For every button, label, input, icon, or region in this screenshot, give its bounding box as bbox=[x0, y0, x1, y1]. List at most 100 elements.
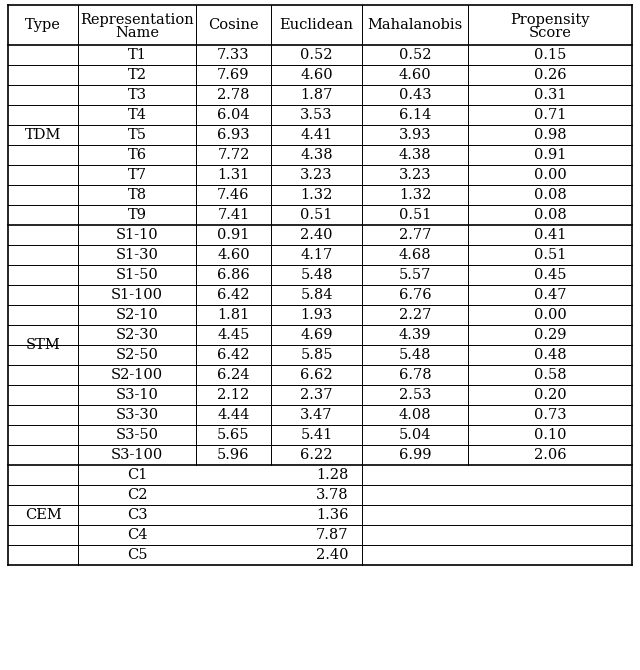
Text: 7.41: 7.41 bbox=[218, 208, 250, 222]
Text: 0.48: 0.48 bbox=[534, 348, 566, 362]
Text: 4.60: 4.60 bbox=[217, 248, 250, 262]
Text: 5.84: 5.84 bbox=[300, 288, 333, 302]
Text: 6.22: 6.22 bbox=[300, 448, 333, 462]
Text: S3-100: S3-100 bbox=[111, 448, 163, 462]
Text: T8: T8 bbox=[127, 188, 147, 202]
Text: Propensity: Propensity bbox=[510, 13, 589, 27]
Text: C4: C4 bbox=[127, 528, 147, 542]
Text: 1.28: 1.28 bbox=[316, 468, 348, 482]
Text: 6.42: 6.42 bbox=[217, 288, 250, 302]
Text: 1.32: 1.32 bbox=[300, 188, 333, 202]
Text: 4.17: 4.17 bbox=[300, 248, 333, 262]
Text: 3.93: 3.93 bbox=[399, 128, 431, 142]
Text: Mahalanobis: Mahalanobis bbox=[367, 18, 463, 32]
Text: 1.93: 1.93 bbox=[300, 308, 333, 322]
Text: 0.20: 0.20 bbox=[534, 388, 566, 402]
Text: 5.96: 5.96 bbox=[217, 448, 250, 462]
Text: 3.78: 3.78 bbox=[316, 488, 348, 502]
Text: 1.81: 1.81 bbox=[218, 308, 250, 322]
Text: 7.87: 7.87 bbox=[316, 528, 348, 542]
Text: Name: Name bbox=[115, 26, 159, 40]
Text: S3-10: S3-10 bbox=[116, 388, 159, 402]
Text: 0.58: 0.58 bbox=[534, 368, 566, 382]
Text: Type: Type bbox=[25, 18, 61, 32]
Text: 0.00: 0.00 bbox=[534, 168, 566, 182]
Text: 4.44: 4.44 bbox=[218, 408, 250, 422]
Text: 5.48: 5.48 bbox=[399, 348, 431, 362]
Text: T4: T4 bbox=[127, 108, 147, 122]
Text: S2-50: S2-50 bbox=[116, 348, 159, 362]
Text: 7.72: 7.72 bbox=[218, 148, 250, 162]
Text: 0.43: 0.43 bbox=[399, 88, 431, 102]
Text: 3.23: 3.23 bbox=[300, 168, 333, 182]
Text: 0.51: 0.51 bbox=[300, 208, 333, 222]
Text: C1: C1 bbox=[127, 468, 147, 482]
Text: 0.45: 0.45 bbox=[534, 268, 566, 282]
Text: 7.33: 7.33 bbox=[217, 48, 250, 62]
Text: C2: C2 bbox=[127, 488, 147, 502]
Text: 5.85: 5.85 bbox=[300, 348, 333, 362]
Text: 5.04: 5.04 bbox=[399, 428, 431, 442]
Text: 0.52: 0.52 bbox=[300, 48, 333, 62]
Text: 4.60: 4.60 bbox=[399, 68, 431, 82]
Text: 2.78: 2.78 bbox=[217, 88, 250, 102]
Text: C5: C5 bbox=[127, 548, 147, 562]
Text: 4.38: 4.38 bbox=[300, 148, 333, 162]
Text: T6: T6 bbox=[127, 148, 147, 162]
Text: T7: T7 bbox=[127, 168, 147, 182]
Text: 0.91: 0.91 bbox=[218, 228, 250, 242]
Text: 3.23: 3.23 bbox=[399, 168, 431, 182]
Text: 1.87: 1.87 bbox=[300, 88, 333, 102]
Text: 5.41: 5.41 bbox=[300, 428, 333, 442]
Text: 0.47: 0.47 bbox=[534, 288, 566, 302]
Text: S1-10: S1-10 bbox=[116, 228, 158, 242]
Text: 6.78: 6.78 bbox=[399, 368, 431, 382]
Text: 0.08: 0.08 bbox=[534, 188, 566, 202]
Text: 4.08: 4.08 bbox=[399, 408, 431, 422]
Text: 2.06: 2.06 bbox=[534, 448, 566, 462]
Text: 0.51: 0.51 bbox=[399, 208, 431, 222]
Text: 0.98: 0.98 bbox=[534, 128, 566, 142]
Text: 4.69: 4.69 bbox=[300, 328, 333, 342]
Text: 0.00: 0.00 bbox=[534, 308, 566, 322]
Text: 0.10: 0.10 bbox=[534, 428, 566, 442]
Text: S1-50: S1-50 bbox=[116, 268, 158, 282]
Text: 0.71: 0.71 bbox=[534, 108, 566, 122]
Text: 0.31: 0.31 bbox=[534, 88, 566, 102]
Text: Representation: Representation bbox=[80, 13, 194, 27]
Text: 7.69: 7.69 bbox=[217, 68, 250, 82]
Text: 4.45: 4.45 bbox=[218, 328, 250, 342]
Text: 4.38: 4.38 bbox=[399, 148, 431, 162]
Text: T1: T1 bbox=[127, 48, 147, 62]
Text: 0.51: 0.51 bbox=[534, 248, 566, 262]
Text: CEM: CEM bbox=[24, 508, 61, 522]
Text: S1-100: S1-100 bbox=[111, 288, 163, 302]
Text: C3: C3 bbox=[127, 508, 147, 522]
Text: 4.41: 4.41 bbox=[300, 128, 333, 142]
Text: 0.73: 0.73 bbox=[534, 408, 566, 422]
Text: S1-30: S1-30 bbox=[116, 248, 159, 262]
Text: 6.76: 6.76 bbox=[399, 288, 431, 302]
Text: 1.31: 1.31 bbox=[218, 168, 250, 182]
Text: 2.12: 2.12 bbox=[218, 388, 250, 402]
Text: 4.39: 4.39 bbox=[399, 328, 431, 342]
Text: 5.65: 5.65 bbox=[217, 428, 250, 442]
Text: 0.29: 0.29 bbox=[534, 328, 566, 342]
Text: S3-50: S3-50 bbox=[115, 428, 159, 442]
Text: 2.40: 2.40 bbox=[316, 548, 348, 562]
Text: 0.15: 0.15 bbox=[534, 48, 566, 62]
Text: T3: T3 bbox=[127, 88, 147, 102]
Text: STM: STM bbox=[26, 338, 60, 352]
Text: S2-30: S2-30 bbox=[115, 328, 159, 342]
Text: 0.91: 0.91 bbox=[534, 148, 566, 162]
Text: 0.26: 0.26 bbox=[534, 68, 566, 82]
Text: Score: Score bbox=[529, 26, 572, 40]
Text: 6.24: 6.24 bbox=[217, 368, 250, 382]
Text: 2.27: 2.27 bbox=[399, 308, 431, 322]
Text: 3.47: 3.47 bbox=[300, 408, 333, 422]
Text: 6.99: 6.99 bbox=[399, 448, 431, 462]
Text: T2: T2 bbox=[127, 68, 147, 82]
Text: 4.60: 4.60 bbox=[300, 68, 333, 82]
Text: 3.53: 3.53 bbox=[300, 108, 333, 122]
Text: 6.86: 6.86 bbox=[217, 268, 250, 282]
